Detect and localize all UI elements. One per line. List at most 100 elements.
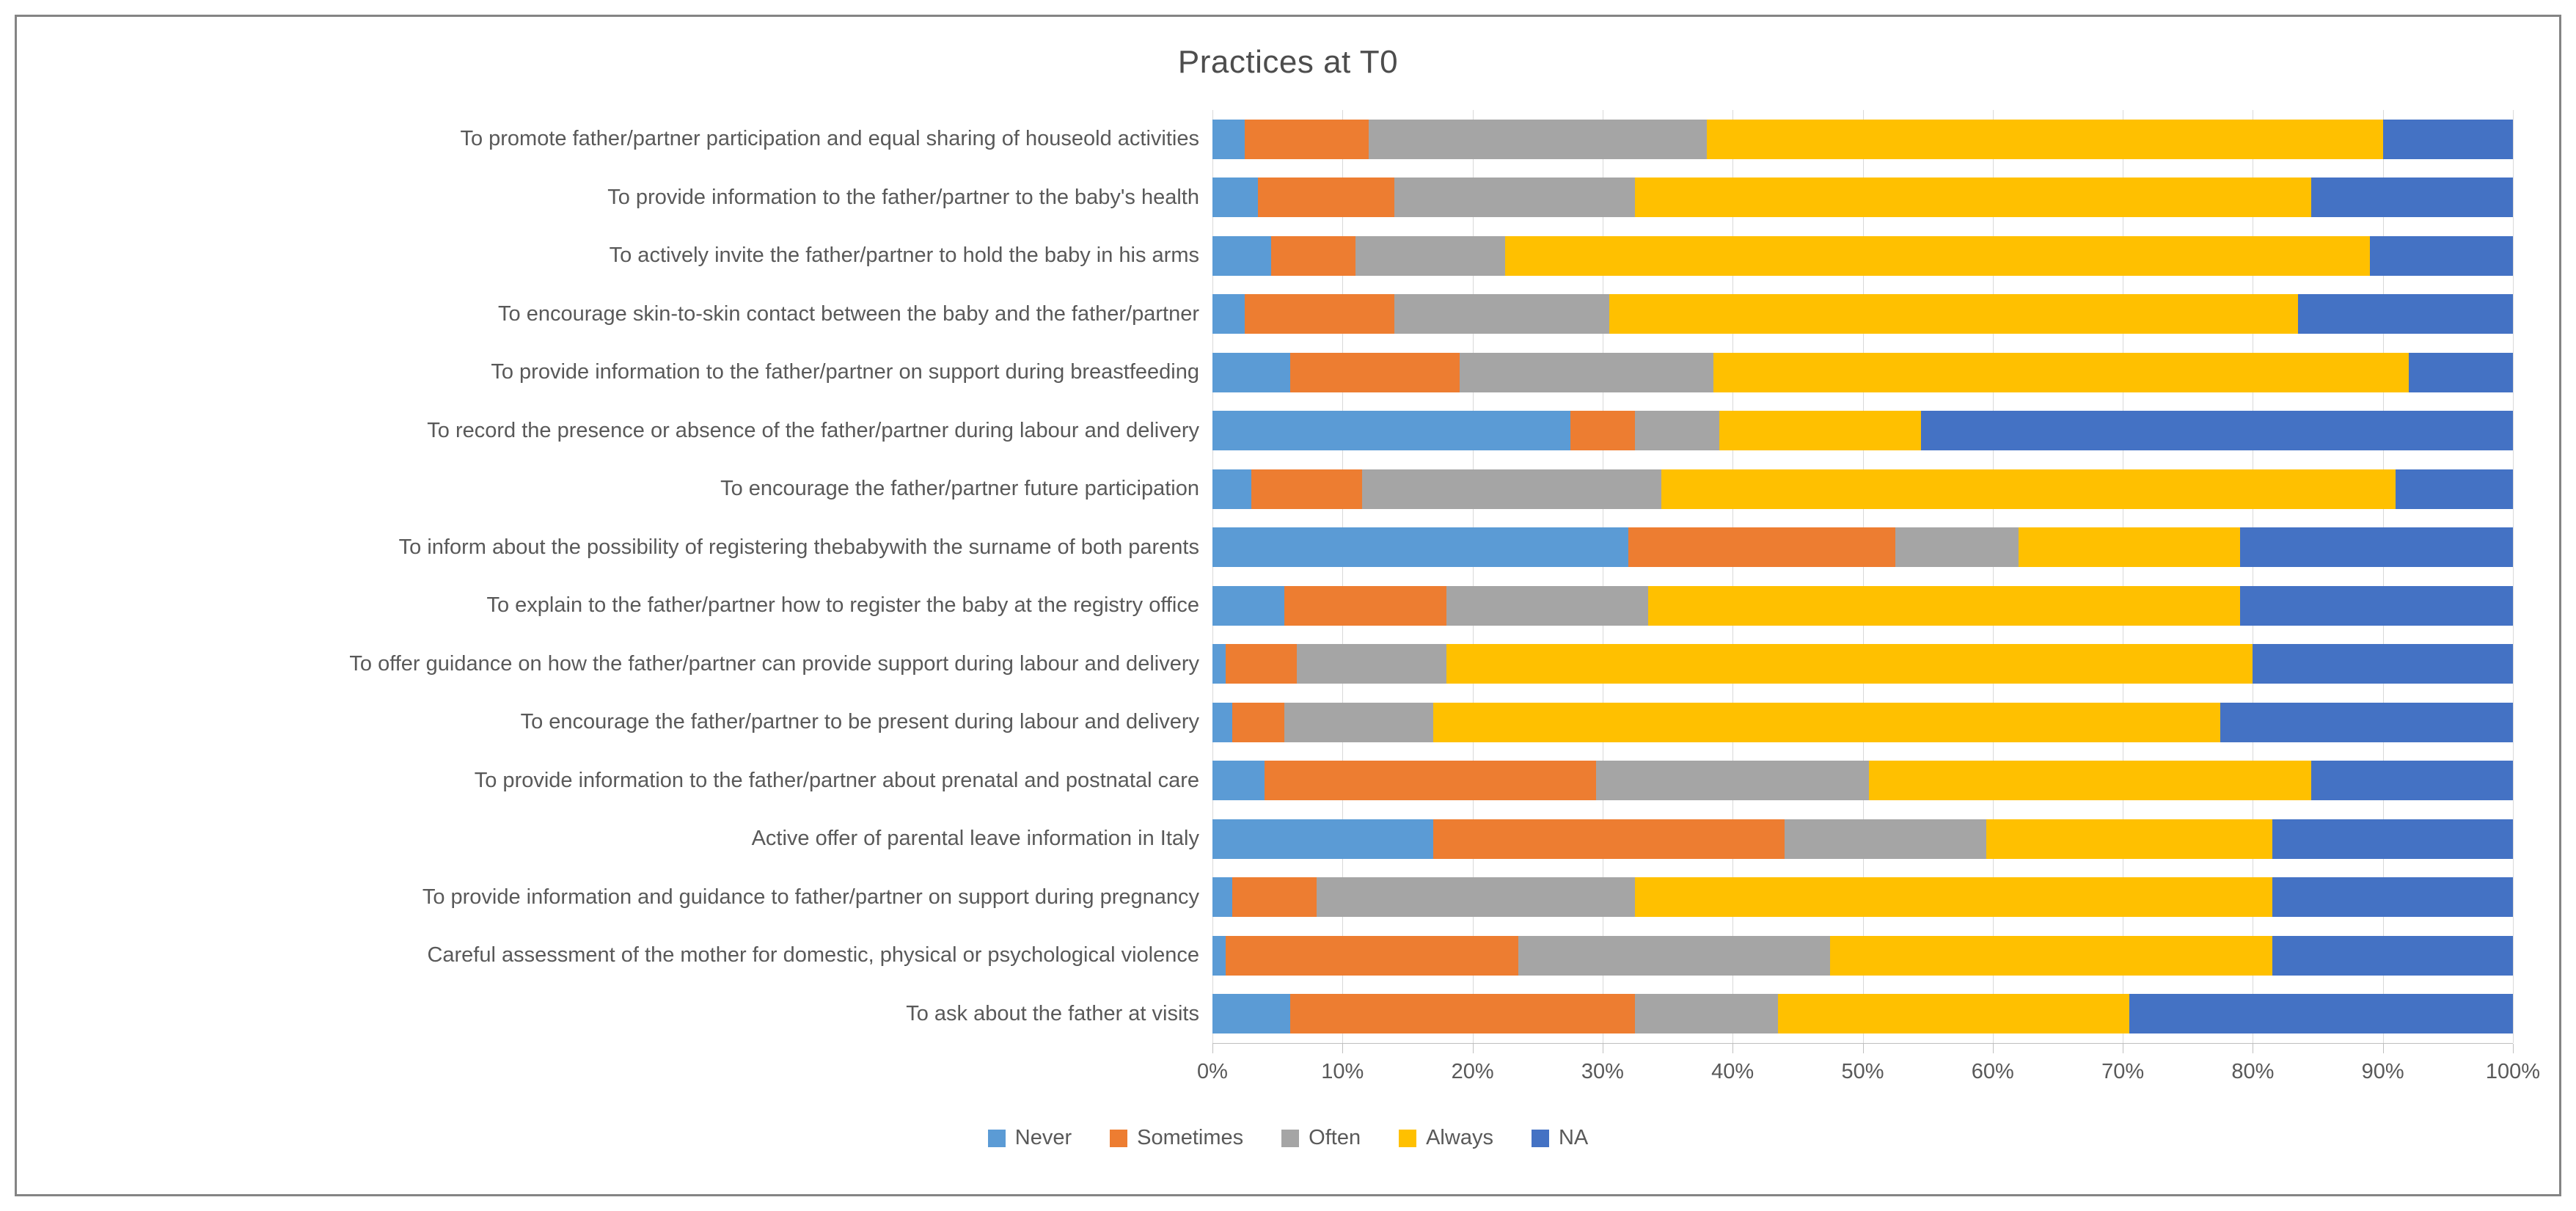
x-axis-tick-label: 70% [2101,1060,2145,1083]
bar-row [1212,985,2513,1044]
x-axis-tick-label: 0% [1197,1060,1228,1083]
bar-row [1212,810,2513,868]
category-label: To encourage skin-to-skin contact betwee… [498,301,1199,326]
bar-segment-often [1459,352,1713,392]
bar-segment-often [1368,119,1707,159]
gridline [1212,110,1213,1043]
bar-segment-na [2382,119,2513,159]
bar-segment-na [1921,411,2513,451]
bar-segment-often [1596,761,1870,801]
gridline [2513,110,2514,1043]
bar-segment-often [1355,235,1505,276]
bar-row [1212,460,2513,519]
bar-segment-never [1212,994,1291,1034]
bar-row [1212,227,2513,285]
bar-segment-never [1212,644,1226,684]
bar-segment-always [1504,235,2370,276]
x-axis-tick [2513,1044,2514,1053]
bar-segment-always [1635,877,2272,918]
legend-label: Always [1426,1126,1493,1149]
bar-segment-often [1518,935,1831,976]
bar-segment-always [1647,585,2240,626]
bar-segment-sometimes [1251,469,1362,509]
category-label: To provide information to the father/par… [474,768,1199,792]
bar-segment-often [1394,294,1609,334]
legend-label: NA [1558,1126,1589,1149]
bar-segment-na [2129,994,2513,1034]
bar-segment-na [2239,527,2513,568]
bar-segment-na [2272,877,2513,918]
legend-item: Always [1399,1126,1493,1150]
x-axis-tick-label: 90% [2361,1060,2404,1083]
bar-row [1212,402,2513,461]
category-label: To offer guidance on how the father/part… [349,651,1199,676]
stacked-bar [1212,294,2513,334]
category-label: To ask about the father at visits [906,1001,1199,1025]
bar-segment-often [1284,702,1434,742]
gridlines [1212,110,2514,1043]
bar-segment-na [2239,585,2513,626]
stacked-bar [1212,935,2513,976]
bar-segment-always [1869,761,2312,801]
x-axis-tick [1342,1044,1344,1053]
x-axis-tick [1732,1044,1734,1053]
legend-swatch-often [1281,1129,1300,1147]
bar-segment-always [1830,935,2272,976]
gridline [1732,110,1734,1043]
bar-row [1212,285,2513,344]
legend-label: Sometimes [1137,1126,1244,1149]
bar-segment-na [2396,469,2513,509]
bar-segment-always [1713,352,2409,392]
x-axis-tick [1212,1044,1213,1053]
bar-segment-na [2220,702,2513,742]
bar-segment-always [1446,644,2253,684]
category-label: To provide information to the father/par… [491,360,1199,384]
bar-row [1212,343,2513,402]
stacked-bar [1212,178,2513,218]
gridline [2382,110,2384,1043]
legend-label: Never [1014,1126,1072,1149]
bar-segment-na [2298,294,2513,334]
x-axis-tick-label: 80% [2231,1060,2275,1083]
x-axis-tick-label: 10% [1321,1060,1364,1083]
bar-row [1212,926,2513,985]
bar-segment-never [1212,294,1245,334]
bar-segment-na [2409,352,2513,392]
stacked-bar [1212,411,2513,451]
bar-segment-always [1609,294,2299,334]
bar-segment-never [1212,352,1291,392]
bar-segment-never [1212,702,1232,742]
bar-segment-always [1635,178,2312,218]
x-axis: 0% 10% 20% 30% 40% 50% 60% 70% 80% 90% 100% [1197,1044,2540,1095]
stacked-bar [1212,877,2513,918]
gridline [1992,110,1994,1043]
bar-segment-sometimes [1225,644,1298,684]
stacked-bar [1212,585,2513,626]
stacked-bar [1212,352,2513,392]
x-axis-tick [1472,1044,1474,1053]
bar-segment-sometimes [1628,527,1895,568]
stacked-bar [1212,527,2513,568]
bar-segment-always [1433,702,2221,742]
bar-rows [1212,110,2513,1043]
stacked-bar [1212,819,2513,859]
stacked-bar [1212,761,2513,801]
bar-row [1212,635,2513,694]
bar-row [1212,519,2513,577]
bar-segment-never [1212,469,1252,509]
bar-segment-sometimes [1290,352,1460,392]
bar-segment-never [1212,235,1271,276]
bar-row [1212,577,2513,635]
stacked-bar [1212,994,2513,1034]
bar-segment-sometimes [1232,702,1284,742]
bar-segment-never [1212,877,1232,918]
category-label: To encourage the father/partner to be pr… [520,710,1199,734]
bar-segment-never [1212,527,1629,568]
bar-segment-never [1212,178,1259,218]
legend-swatch-always [1399,1129,1417,1147]
stacked-bar [1212,469,2513,509]
x-axis-tick-label: 60% [1971,1060,2014,1083]
bar-segment-often [1635,411,1720,451]
legend-swatch-na [1531,1129,1549,1147]
